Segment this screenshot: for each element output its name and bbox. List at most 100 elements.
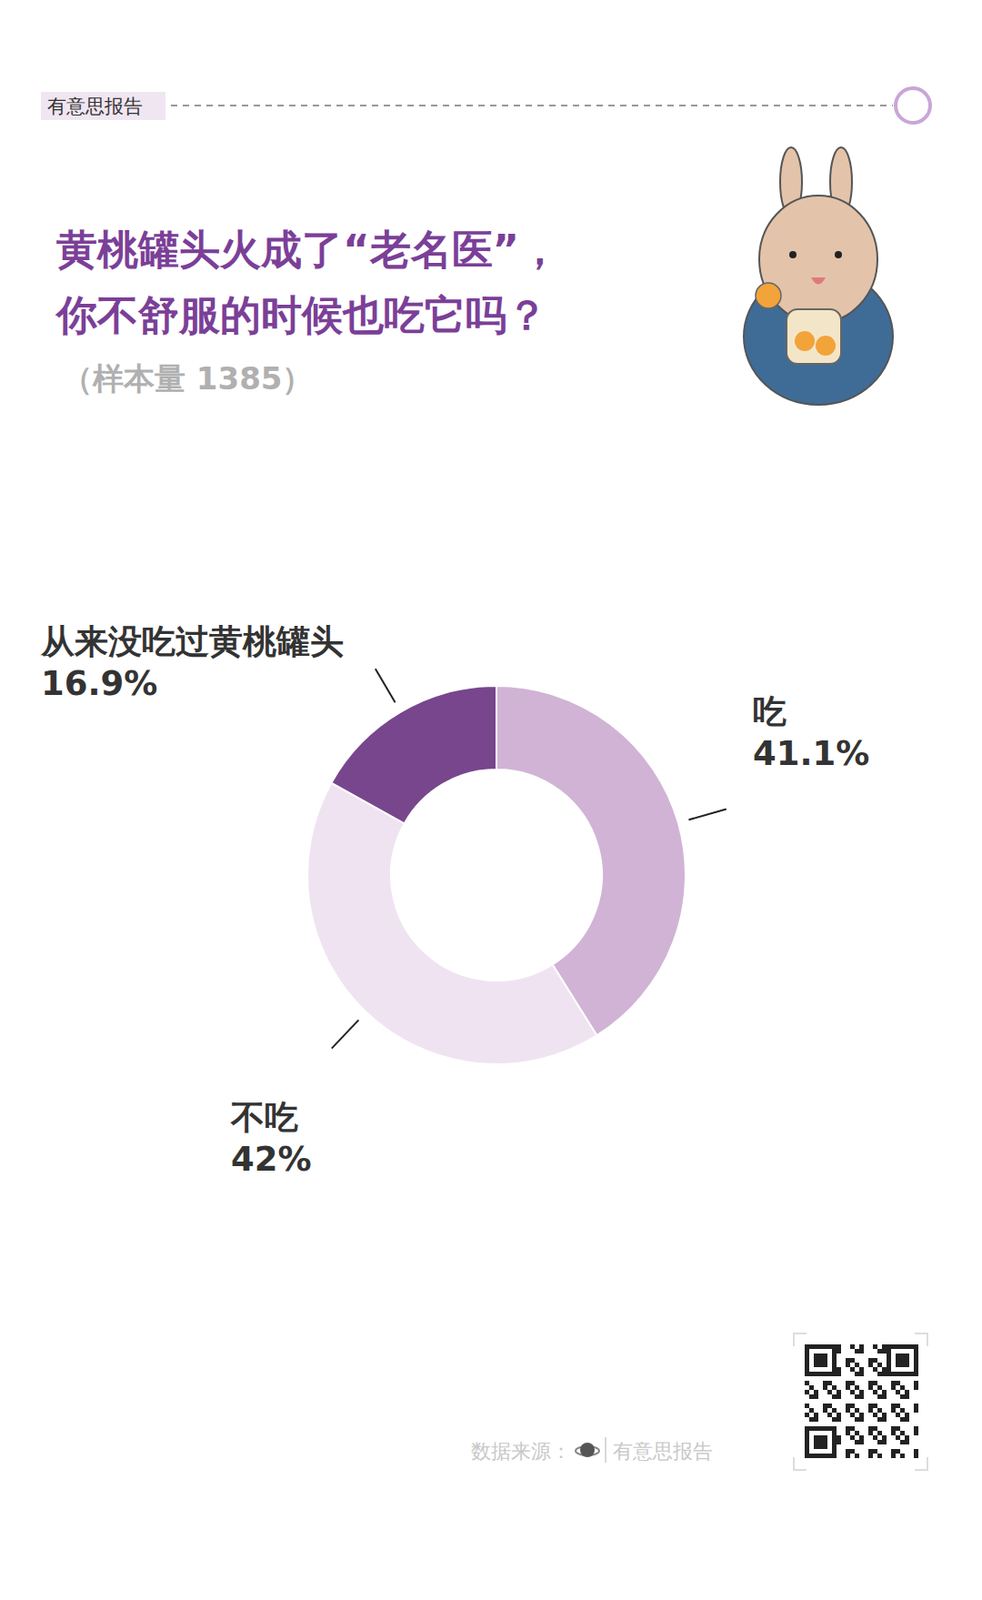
qr-cell xyxy=(831,1407,837,1413)
qr-cell xyxy=(886,1371,892,1376)
qr-cell xyxy=(900,1352,905,1358)
qr-cell xyxy=(859,1434,864,1440)
qr-cell xyxy=(818,1443,823,1449)
qr-cell xyxy=(913,1448,919,1453)
leader-line xyxy=(688,808,726,820)
qr-cell xyxy=(877,1430,882,1435)
qr-cell xyxy=(831,1362,837,1367)
qr-cell xyxy=(881,1371,887,1376)
qr-cell xyxy=(854,1348,860,1353)
qr-cell xyxy=(850,1389,855,1394)
qr-cell xyxy=(895,1412,901,1417)
qr-cell xyxy=(859,1371,864,1376)
qr-cell xyxy=(913,1366,919,1372)
qr-cell xyxy=(813,1412,819,1417)
qr-cell xyxy=(813,1439,819,1444)
qr-cell xyxy=(904,1343,910,1349)
qr-cell xyxy=(913,1343,919,1349)
qr-cell xyxy=(836,1389,842,1394)
qr-cell xyxy=(822,1434,828,1440)
qr-cell xyxy=(900,1407,905,1413)
qr-cell xyxy=(831,1384,837,1390)
qr-cell xyxy=(827,1412,832,1417)
qr-cell xyxy=(913,1362,919,1367)
qr-cell xyxy=(891,1448,896,1453)
qr-cell xyxy=(831,1425,837,1431)
qr-cell xyxy=(895,1402,901,1408)
qr-cell xyxy=(895,1425,901,1431)
qr-cell xyxy=(804,1412,810,1417)
qr-cell xyxy=(900,1384,905,1390)
qr-cell xyxy=(845,1357,851,1363)
qr-cell xyxy=(836,1343,842,1349)
qr-cell xyxy=(895,1380,901,1385)
qr-cell xyxy=(831,1348,837,1353)
qr-cell xyxy=(904,1371,910,1376)
qr-cell xyxy=(836,1434,842,1440)
qr-cell xyxy=(868,1380,873,1385)
qr-cell xyxy=(850,1366,855,1372)
qr-cell xyxy=(891,1371,896,1376)
qr-cell xyxy=(895,1448,901,1453)
qr-cell xyxy=(850,1343,855,1349)
qr-cell xyxy=(804,1434,810,1440)
qr-cell xyxy=(836,1439,842,1444)
qr-cell xyxy=(859,1416,864,1422)
qr-cell xyxy=(904,1352,910,1358)
qr-cell xyxy=(850,1425,855,1431)
category-label: 从来没吃过黄桃罐头 xyxy=(40,621,344,662)
donut-slice xyxy=(307,782,597,1064)
qr-cell xyxy=(913,1348,919,1353)
qr-bracket xyxy=(914,1456,928,1470)
qr-cell xyxy=(913,1371,919,1376)
qr-cell xyxy=(881,1434,887,1440)
qr-cell xyxy=(813,1434,819,1440)
qr-cell xyxy=(913,1402,919,1408)
qr-cell xyxy=(913,1380,919,1385)
qr-cell xyxy=(836,1366,842,1372)
qr-cell xyxy=(831,1448,837,1453)
qr-cell xyxy=(845,1384,851,1390)
qr-cell xyxy=(909,1343,914,1349)
source-icon xyxy=(580,1442,595,1457)
qr-cell xyxy=(877,1348,882,1353)
qr-cell xyxy=(813,1362,819,1367)
qr-cell xyxy=(818,1452,823,1458)
qr-cell xyxy=(818,1362,823,1367)
qr-cell xyxy=(854,1362,860,1367)
qr-cell xyxy=(804,1439,810,1444)
qr-cell xyxy=(827,1343,832,1349)
header: 有意思报告 xyxy=(40,88,931,123)
qr-cell xyxy=(900,1416,905,1422)
leader-line xyxy=(331,1019,360,1048)
qr-cell xyxy=(872,1343,878,1349)
qr-cell xyxy=(872,1357,878,1363)
qr-cell xyxy=(904,1389,910,1394)
qr-bracket xyxy=(793,1456,807,1470)
qr-cell xyxy=(904,1393,910,1399)
qr-cell xyxy=(900,1371,905,1376)
qr-cell xyxy=(891,1452,896,1458)
qr-cell xyxy=(827,1425,832,1431)
qr-cell xyxy=(854,1371,860,1376)
qr-cell xyxy=(904,1357,910,1363)
qr-cell xyxy=(868,1448,873,1453)
qr-cell xyxy=(822,1380,828,1385)
qr-cell xyxy=(813,1352,819,1358)
qr-cell xyxy=(822,1384,828,1390)
qr-cell xyxy=(804,1352,810,1358)
category-label: 吃 xyxy=(752,691,787,732)
qr-cell xyxy=(822,1343,828,1349)
qr-cell xyxy=(818,1371,823,1376)
qr-cell xyxy=(850,1402,855,1408)
qr-cell xyxy=(804,1389,810,1394)
qr-cell xyxy=(913,1352,919,1358)
header-tag-bg xyxy=(40,91,166,121)
qr-cell xyxy=(891,1380,896,1385)
qr-cell xyxy=(831,1357,837,1363)
qr-frame xyxy=(793,1332,928,1470)
qr-cell xyxy=(822,1352,828,1358)
qr-cell xyxy=(900,1357,905,1363)
qr-cell xyxy=(818,1425,823,1431)
qr-cell xyxy=(868,1402,873,1408)
